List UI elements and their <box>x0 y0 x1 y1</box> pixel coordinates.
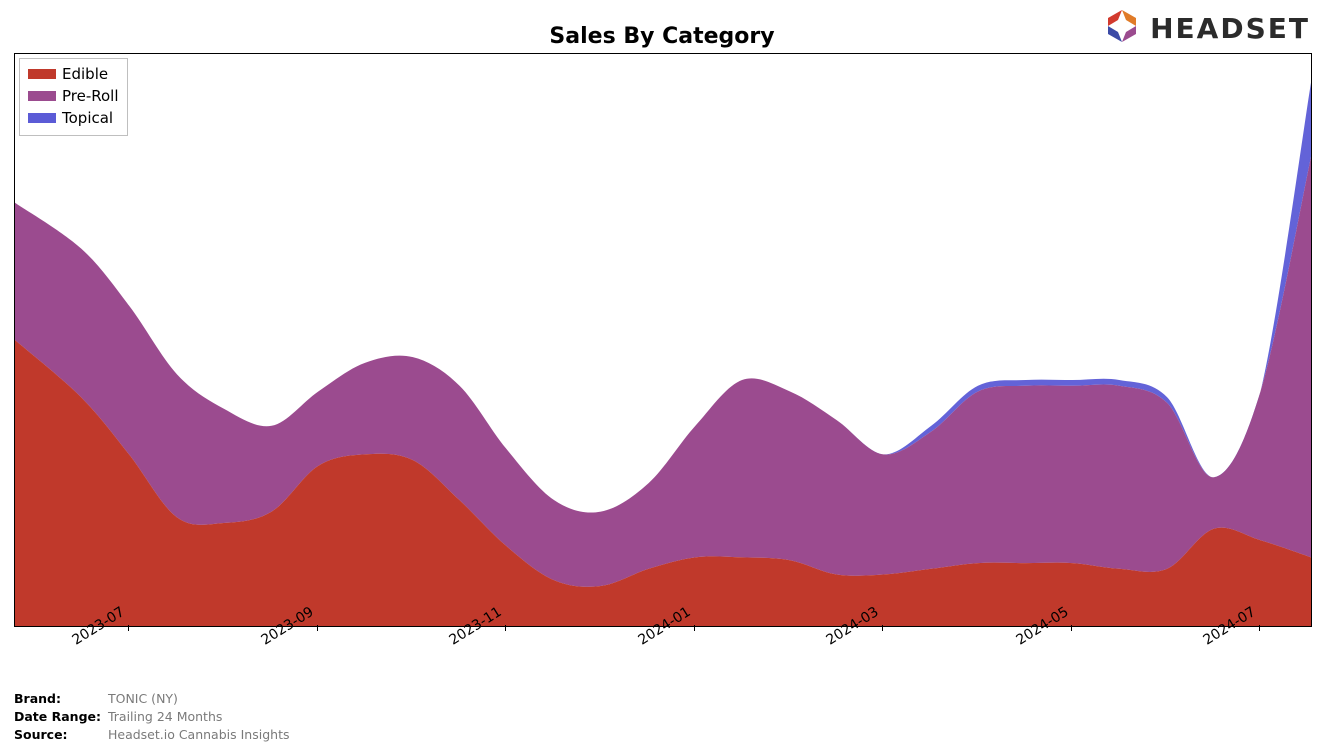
x-tick-mark <box>317 625 318 631</box>
area-preroll <box>15 157 1311 587</box>
x-tick-mark <box>128 625 129 631</box>
legend-label: Edible <box>62 63 108 85</box>
meta-label: Brand: <box>14 690 104 708</box>
legend-swatch-topical <box>28 113 56 123</box>
logo-seg-3 <box>1108 26 1122 42</box>
x-tick-mark <box>882 625 883 631</box>
meta-value: Headset.io Cannabis Insights <box>104 727 289 742</box>
brand-logo-text: HEADSET <box>1150 12 1310 45</box>
x-tick-mark <box>1259 625 1260 631</box>
meta-row: Date Range: Trailing 24 Months <box>14 708 289 726</box>
meta-label: Source: <box>14 726 104 744</box>
headset-mark-icon <box>1102 6 1142 50</box>
meta-row: Brand: TONIC (NY) <box>14 690 289 708</box>
chart-plot-area: Edible Pre-Roll Topical <box>14 53 1312 627</box>
logo-seg-1 <box>1122 10 1136 26</box>
legend-swatch-preroll <box>28 91 56 101</box>
meta-value: TONIC (NY) <box>104 691 178 706</box>
chart-metadata: Brand: TONIC (NY)Date Range: Trailing 24… <box>14 690 289 744</box>
brand-logo: HEADSET <box>1102 6 1310 50</box>
legend-item-preroll: Pre-Roll <box>28 85 119 107</box>
legend-item-topical: Topical <box>28 107 119 129</box>
legend-item-edible: Edible <box>28 63 119 85</box>
legend-swatch-edible <box>28 69 56 79</box>
logo-seg-2 <box>1122 26 1136 42</box>
x-tick-mark <box>1071 625 1072 631</box>
chart-legend: Edible Pre-Roll Topical <box>19 58 128 136</box>
x-tick-mark <box>694 625 695 631</box>
x-tick-mark <box>505 625 506 631</box>
meta-value: Trailing 24 Months <box>104 709 222 724</box>
legend-label: Pre-Roll <box>62 85 119 107</box>
legend-label: Topical <box>62 107 113 129</box>
meta-label: Date Range: <box>14 708 104 726</box>
meta-row: Source: Headset.io Cannabis Insights <box>14 726 289 744</box>
logo-seg-4 <box>1108 10 1122 26</box>
